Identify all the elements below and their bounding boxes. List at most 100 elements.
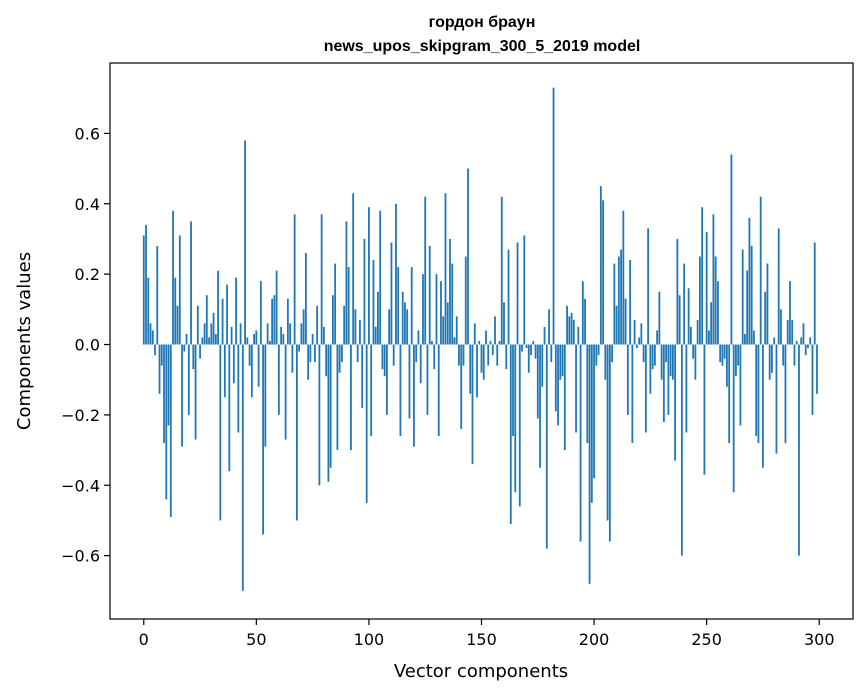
bar-253 [712,214,715,345]
bar-227 [653,344,656,366]
bar-202 [597,344,600,356]
bar-224 [647,228,650,345]
bar-81 [325,344,328,377]
bar-44 [241,344,244,591]
bar-213 [622,210,625,345]
bar-30 [210,323,213,345]
bar-269 [748,217,751,345]
bar-140 [458,344,460,366]
bar-95 [356,344,359,363]
bar-195 [581,281,584,345]
bar-158 [498,341,501,345]
bar-168 [521,344,523,352]
bar-137 [451,263,454,345]
bar-162 [507,249,510,345]
bar-229 [658,291,661,345]
bar-297 [811,344,814,415]
bar-155 [491,344,494,356]
bar-18 [183,344,186,352]
bar-72 [304,253,307,345]
bar-150 [480,344,483,373]
bar-78 [318,344,321,486]
bar-263 [735,344,737,377]
bar-276 [764,291,767,345]
bar-220 [638,337,641,345]
bar-240 [683,263,686,345]
bar-188 [566,305,568,345]
bar-271 [753,330,755,345]
bar-265 [739,344,742,426]
bar-86 [336,344,339,451]
bar-298 [813,242,816,345]
bar-164 [512,344,514,437]
bar-112 [395,203,397,345]
bar-272 [755,344,758,437]
bar-77 [316,305,319,345]
bar-113 [397,267,400,345]
bar-1 [145,224,147,345]
bar-49 [253,333,255,345]
bar-191 [572,319,575,345]
bar-69 [298,344,301,352]
bar-138 [453,337,456,345]
bar-142 [462,344,465,366]
bar-39 [230,326,233,345]
bar-198 [588,344,591,584]
bar-50 [255,330,258,345]
bar-231 [662,344,665,422]
bar-152 [485,330,487,345]
bar-159 [500,196,503,345]
bar-14 [174,277,177,345]
bar-20 [187,344,190,415]
bar-5 [154,344,156,356]
bar-87 [338,344,341,373]
bar-34 [219,344,222,521]
bar-226 [651,344,654,370]
bar-259 [726,344,728,387]
bar-47 [248,344,251,366]
bar-118 [408,344,411,419]
bar-165 [514,344,517,493]
bar-4 [151,330,154,345]
bar-120 [413,344,415,447]
bar-247 [699,256,701,345]
y-tick-label: −0.4 [61,476,100,495]
bar-33 [217,270,219,345]
bar-177 [541,344,544,387]
bar-212 [620,249,622,345]
bar-139 [455,316,458,345]
bar-115 [401,291,404,345]
bar-102 [372,260,375,345]
bar-289 [793,344,796,366]
bar-15 [176,305,179,345]
bar-24 [196,305,199,345]
bar-79 [320,214,323,345]
bar-9 [163,344,165,444]
bar-185 [559,344,562,380]
bar-278 [768,344,771,380]
bar-56 [268,341,271,345]
bar-284 [782,344,785,366]
bar-178 [543,326,546,345]
bar-245 [694,344,697,380]
plot-frame [109,62,854,620]
bar-92 [350,344,352,451]
bar-63 [284,344,287,440]
bar-71 [302,309,305,345]
y-tick-label: −0.6 [61,547,100,566]
bar-200 [593,344,595,479]
bar-108 [386,344,388,415]
bar-270 [750,245,753,345]
bar-292 [800,337,803,345]
bar-29 [208,337,210,345]
bar-163 [509,344,512,524]
bar-51 [257,344,260,387]
bar-217 [631,344,634,444]
bar-22 [192,344,195,370]
bar-237 [676,238,679,345]
bar-132 [440,281,442,345]
bar-99 [365,344,368,503]
bar-19 [185,333,188,345]
bar-193 [577,326,580,345]
bar-75 [311,333,314,345]
